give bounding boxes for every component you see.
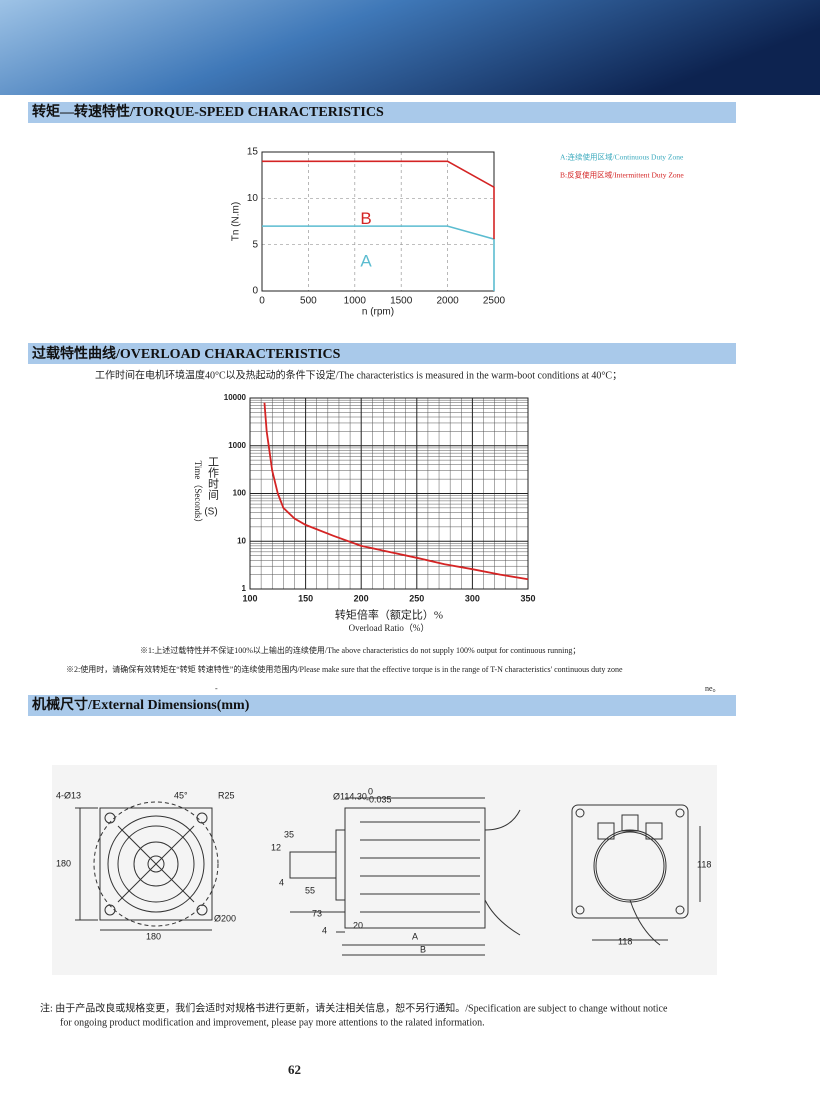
section-bar bbox=[28, 343, 736, 364]
x-tick-label: 200 bbox=[354, 593, 369, 603]
x-axis-label: n (rpm) bbox=[362, 307, 394, 318]
series-line bbox=[262, 225, 495, 291]
y-tick-label: 0 bbox=[252, 286, 258, 297]
y-tick-label: 1 bbox=[242, 584, 247, 593]
x-axis-label: 转矩倍率（额定比）% bbox=[335, 608, 443, 622]
dimension-label: 45° bbox=[174, 790, 188, 800]
footer-note: for ongoing product modification and imp… bbox=[60, 1017, 485, 1028]
section-bar bbox=[28, 695, 736, 716]
dimension-label: 4 bbox=[322, 925, 327, 935]
dimension-label: R25 bbox=[218, 790, 235, 800]
dimension-label: 180 bbox=[56, 858, 71, 868]
series-line bbox=[262, 160, 495, 240]
x-tick-label: 500 bbox=[300, 296, 317, 307]
x-tick-label: 1000 bbox=[344, 296, 367, 307]
dimension-labels: 4-Ø13 45° R25 180 Ø200 180 Ø114.30 0 -0.… bbox=[56, 786, 711, 954]
y-axis-label: Time（Seconds） bbox=[193, 461, 203, 528]
section-bar bbox=[28, 102, 736, 123]
dimension-label: 4-Ø13 bbox=[56, 790, 81, 800]
section-title: 机械尺寸/External Dimensions(mm) bbox=[32, 696, 250, 713]
x-tick-label: 150 bbox=[298, 593, 313, 603]
x-tick-label: 2500 bbox=[483, 296, 506, 307]
series-line bbox=[263, 402, 529, 581]
dimension-label: 73 bbox=[312, 908, 322, 918]
x-tick-label: 2000 bbox=[436, 296, 459, 307]
section-title: 转矩—转速特性/TORQUE-SPEED CHARACTERISTICS bbox=[32, 103, 384, 120]
x-axis-label: Overload Ratio（%） bbox=[349, 623, 430, 633]
dimension-label: 20 bbox=[353, 920, 363, 930]
x-tick-label: 100 bbox=[242, 593, 257, 603]
y-tick-label: 5 bbox=[252, 239, 258, 250]
dimension-label: 4 bbox=[279, 877, 284, 887]
dimension-label: 35 bbox=[284, 829, 294, 839]
chart-subtitle: 工作时间在电机环境温度40°C以及热起动的条件下设定/The character… bbox=[95, 368, 622, 381]
x-tick-label: 250 bbox=[409, 593, 424, 603]
dimension-label: 55 bbox=[305, 885, 315, 895]
note: ※2:使用时，请确保有效转矩在“转矩 转速特性”的连续使用范围内/Please … bbox=[66, 664, 623, 674]
dimension-label: 12 bbox=[271, 842, 281, 852]
note: - bbox=[215, 684, 218, 693]
y-tick-label: 10000 bbox=[224, 393, 247, 402]
dimension-label: 0 bbox=[368, 786, 373, 796]
dimension-label: 180 bbox=[146, 931, 161, 941]
y-tick-label: 10 bbox=[247, 193, 259, 204]
y-axis-label: (S) bbox=[204, 507, 217, 518]
footer-note: 注: 由于产品改良或规格变更，我们会适时对规格书进行更新，请关注相关信息，恕不另… bbox=[40, 1001, 668, 1014]
y-tick-label: 10 bbox=[237, 536, 246, 545]
series-label: A bbox=[360, 251, 372, 270]
dimension-label: 118 bbox=[697, 859, 711, 869]
page-number: 62 bbox=[288, 1062, 301, 1077]
dimension-label: Ø200 bbox=[214, 913, 236, 923]
y-axis-label: Tn (N.m) bbox=[231, 202, 242, 241]
dimension-label: Ø114.30 bbox=[333, 791, 367, 801]
legend-entry: B:反复使用区域/Intermittent Duty Zone bbox=[560, 170, 684, 180]
x-tick-label: 0 bbox=[259, 296, 265, 307]
series-label: B bbox=[360, 209, 371, 228]
x-tick-label: 300 bbox=[465, 593, 480, 603]
y-tick-label: 100 bbox=[233, 489, 247, 498]
plot-frame bbox=[261, 151, 495, 292]
x-tick-label: 1500 bbox=[390, 296, 413, 307]
dimension-label: -0.035 bbox=[366, 794, 392, 804]
note: ne。 bbox=[705, 684, 721, 693]
dimension-label: A bbox=[412, 931, 418, 941]
legend-entry: A:连续使用区域/Continuous Duty Zone bbox=[560, 152, 684, 162]
section-title: 过载特性曲线/OVERLOAD CHARACTERISTICS bbox=[32, 345, 341, 362]
y-tick-label: 15 bbox=[247, 147, 259, 158]
plot-frame bbox=[249, 397, 529, 590]
banner bbox=[0, 0, 820, 95]
note: ※1:上述过载特性并不保证100%以上输出的连续使用/The above cha… bbox=[140, 645, 580, 655]
dimension-drawing bbox=[52, 765, 717, 975]
dimension-label: 118 bbox=[618, 936, 632, 946]
x-tick-label: 350 bbox=[520, 593, 535, 603]
y-tick-label: 1000 bbox=[228, 441, 246, 450]
dimension-label: B bbox=[420, 944, 426, 954]
y-axis-label: 工作时间 bbox=[206, 456, 219, 501]
